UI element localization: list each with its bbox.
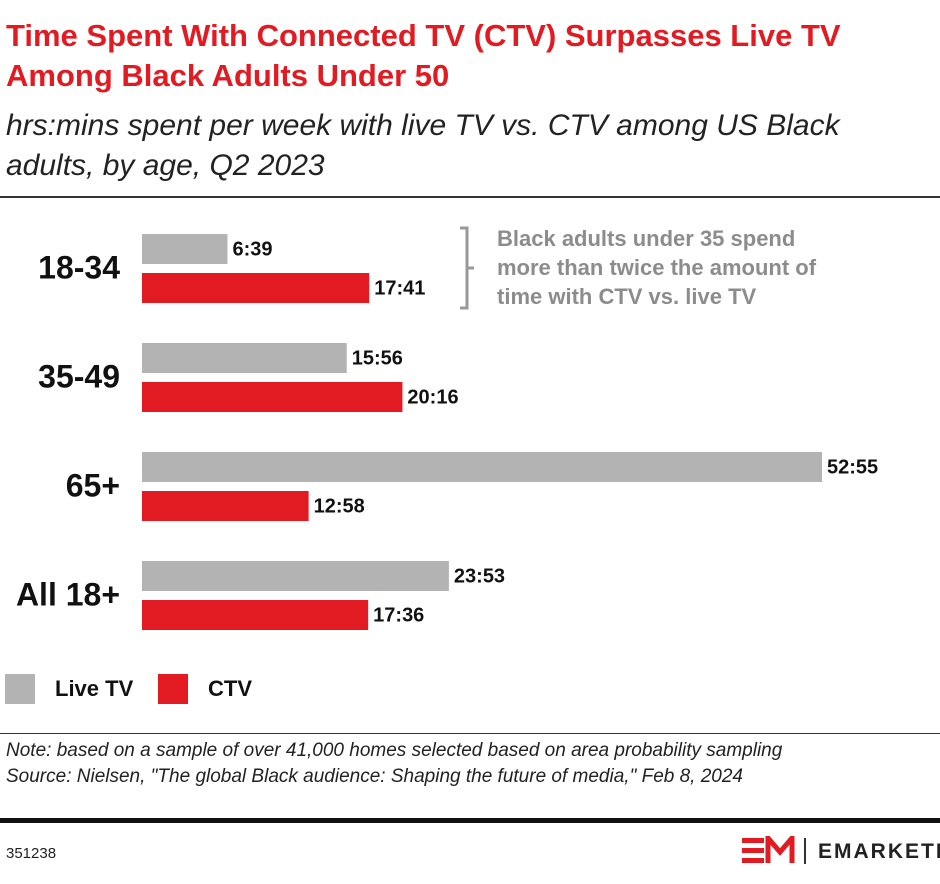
chart-id: 351238: [6, 845, 57, 862]
bar: [142, 234, 228, 264]
value-label: 6:39: [232, 238, 272, 260]
category-label: 65+: [66, 467, 120, 503]
brand: EMARKETER: [818, 840, 940, 863]
value-label: 23:53: [454, 565, 505, 587]
annotation: more than twice the amount of: [497, 255, 817, 280]
divider: [0, 733, 940, 734]
bar: [142, 491, 309, 521]
annotation: time with CTV vs. live TV: [497, 284, 757, 309]
chart-title: Time Spent With Connected TV (CTV) Surpa…: [6, 18, 841, 93]
value-label: 15:56: [352, 347, 403, 369]
bar: [142, 452, 822, 482]
value-label: 20:16: [407, 386, 458, 408]
bar: [142, 273, 370, 303]
value-label: 12:58: [314, 495, 365, 517]
legend-swatch: [5, 674, 35, 704]
note: Note: based on a sample of over 41,000 h…: [6, 740, 783, 761]
divider: [0, 196, 940, 198]
value-label: 17:41: [374, 277, 425, 299]
chart-subtitle: hrs:mins spent per week with live TV vs.…: [6, 109, 840, 182]
logo-icon: [742, 836, 806, 864]
category-label: 35-49: [38, 358, 120, 394]
source: Source: Nielsen, "The global Black audie…: [6, 766, 744, 787]
value-label: 52:55: [827, 456, 878, 478]
footnote: Note: based on a sample of over 41,000 h…: [6, 738, 931, 790]
bar: [142, 343, 347, 373]
bar: [142, 561, 449, 591]
bar: [142, 382, 403, 412]
value-label: 17:36: [373, 604, 424, 626]
annotation: Black adults under 35 spend: [497, 226, 795, 251]
legend-label: CTV: [208, 676, 252, 701]
legend-swatch: [158, 674, 188, 704]
divider: [0, 818, 940, 823]
category-label: All 18+: [16, 576, 120, 612]
bar: [142, 600, 369, 630]
category-label: 18-34: [38, 249, 120, 285]
legend-label: Live TV: [55, 676, 134, 701]
bracket: [460, 226, 474, 310]
